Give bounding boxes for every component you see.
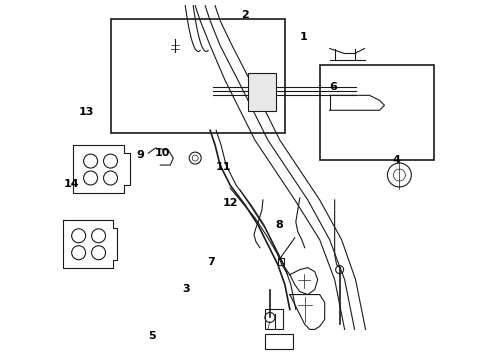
Text: 7: 7 <box>207 257 215 267</box>
Text: 1: 1 <box>300 32 307 41</box>
Bar <box>111 19 285 133</box>
Text: 14: 14 <box>64 179 79 189</box>
Text: 2: 2 <box>241 10 249 20</box>
Bar <box>319 66 434 160</box>
Text: 12: 12 <box>222 198 238 208</box>
Text: 9: 9 <box>136 150 144 160</box>
Text: 10: 10 <box>154 148 170 158</box>
Text: 11: 11 <box>215 162 231 172</box>
Text: 5: 5 <box>148 331 156 341</box>
Text: 13: 13 <box>79 107 94 117</box>
Text: 4: 4 <box>392 155 400 165</box>
Text: 6: 6 <box>329 82 337 92</box>
Bar <box>265 310 283 329</box>
Text: 3: 3 <box>183 284 190 294</box>
Text: 8: 8 <box>275 220 283 230</box>
Bar <box>265 334 293 349</box>
Bar <box>248 73 276 111</box>
